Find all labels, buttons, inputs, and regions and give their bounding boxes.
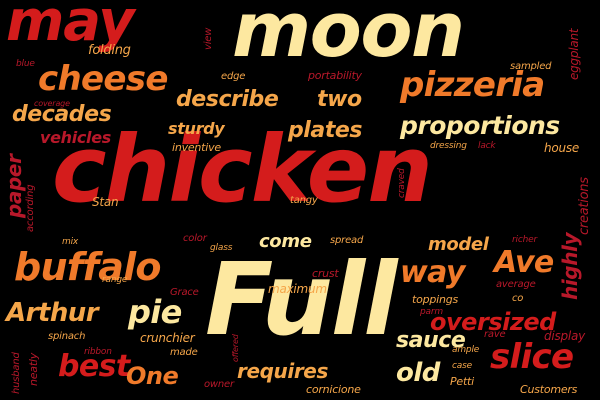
word: sauce [396, 328, 466, 353]
word: ribbon [84, 347, 112, 357]
word: inventive [172, 141, 221, 154]
word: richer [512, 235, 538, 245]
word: decades [12, 102, 112, 127]
word: mix [62, 237, 79, 247]
word: offered [231, 334, 240, 362]
word: plates [288, 118, 363, 143]
word: neatly [27, 352, 40, 386]
word: dressing [430, 141, 467, 151]
word: case [452, 361, 472, 371]
word: oversized [430, 308, 556, 336]
word: view [203, 27, 214, 50]
word: model [428, 234, 489, 255]
word: Ave [494, 245, 554, 280]
word: best [58, 349, 130, 384]
word: eggplant [567, 28, 581, 80]
word: sturdy [168, 119, 225, 138]
word: paper [2, 154, 26, 218]
word: spread [330, 235, 364, 246]
word: coverage [34, 99, 70, 108]
word: Petti [450, 375, 474, 388]
word: tangy [290, 195, 318, 206]
word: co [512, 293, 524, 304]
word: maximum [268, 282, 327, 296]
word: display [544, 329, 585, 343]
word: according [25, 184, 36, 232]
word: come [259, 231, 312, 252]
word: crust [312, 267, 339, 280]
word: two [317, 87, 362, 112]
word: range [102, 275, 128, 285]
word: owner [204, 379, 234, 390]
word: cheese [38, 59, 168, 99]
word: spinach [48, 331, 86, 342]
word: folding [88, 43, 131, 58]
word: glass [210, 243, 233, 253]
word: pizzeria [400, 65, 545, 105]
word: lack [478, 141, 496, 151]
word: blue [16, 59, 35, 69]
word: Stan [92, 195, 119, 209]
word: Arthur [6, 298, 99, 328]
word: color [183, 233, 207, 244]
word: requires [237, 359, 328, 383]
word: old [396, 358, 440, 388]
word: edge [221, 71, 246, 82]
word: slice [490, 337, 574, 377]
word: made [170, 347, 198, 358]
word: craved [397, 168, 407, 198]
word: chicken [52, 116, 433, 223]
word: creations [577, 177, 592, 235]
word: Customers [520, 383, 578, 396]
word: way [400, 255, 465, 290]
word: parm [420, 307, 443, 317]
word: husband [11, 352, 22, 394]
word: portability [308, 69, 362, 82]
word: cornicione [306, 383, 361, 396]
word: ample [452, 345, 480, 355]
word: crunchier [140, 331, 195, 345]
word: may [6, 0, 135, 54]
word: describe [176, 87, 279, 112]
word: average [496, 279, 536, 290]
word: moon [232, 0, 465, 74]
word: rave [484, 329, 506, 340]
word: pie [128, 293, 182, 331]
word: Full [205, 241, 397, 358]
word: proportions [400, 111, 560, 140]
word: Grace [170, 287, 199, 298]
word: house [544, 141, 579, 155]
word: One [126, 362, 179, 390]
word: vehicles [40, 128, 111, 147]
word: toppings [412, 293, 458, 306]
word: buffalo [14, 245, 162, 289]
word: highly [558, 232, 582, 300]
word: sampled [510, 61, 552, 72]
